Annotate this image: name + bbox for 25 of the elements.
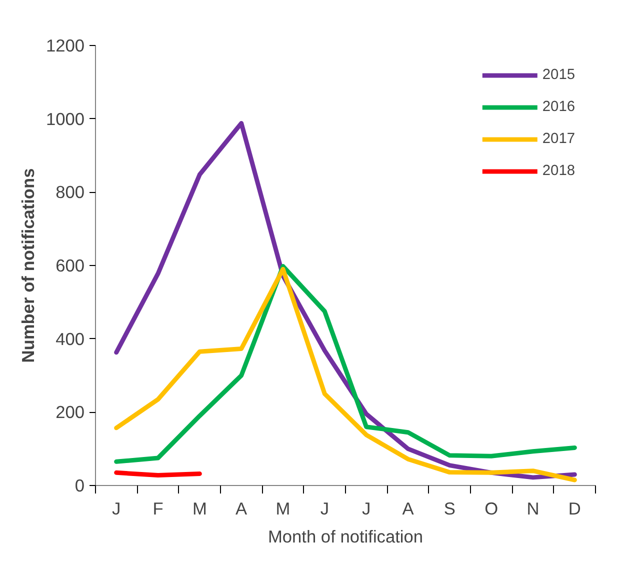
x-tick-label: A (236, 498, 248, 518)
legend-label: 2018 (542, 163, 575, 179)
x-tick-label: J (320, 498, 330, 518)
x-tick-label: O (484, 498, 498, 518)
x-tick-label: N (526, 498, 540, 518)
x-tick-label: A (402, 498, 414, 518)
legend-label: 2015 (542, 67, 575, 83)
x-tick-label: J (362, 498, 371, 518)
y-tick-label: 200 (56, 402, 85, 422)
y-tick-label: 400 (56, 328, 85, 349)
x-tick-label: J (112, 498, 121, 518)
y-tick-label: 600 (56, 256, 85, 276)
y-tick-label: 1200 (46, 36, 85, 56)
legend-label: 2017 (542, 131, 575, 147)
x-tick-label: M (192, 498, 207, 518)
y-axis-title: Number of notifications (18, 168, 38, 363)
y-tick-label: 1000 (46, 108, 85, 129)
y-tick-label: 0 (74, 476, 85, 496)
y-tick-label: 800 (56, 182, 85, 202)
x-tick-label: D (568, 498, 581, 518)
x-tick-label: S (444, 498, 456, 518)
x-axis-title: Month of notification (268, 526, 424, 546)
x-tick-label: M (276, 498, 290, 518)
legend-label: 2016 (542, 99, 575, 115)
x-tick-label: F (152, 498, 164, 518)
